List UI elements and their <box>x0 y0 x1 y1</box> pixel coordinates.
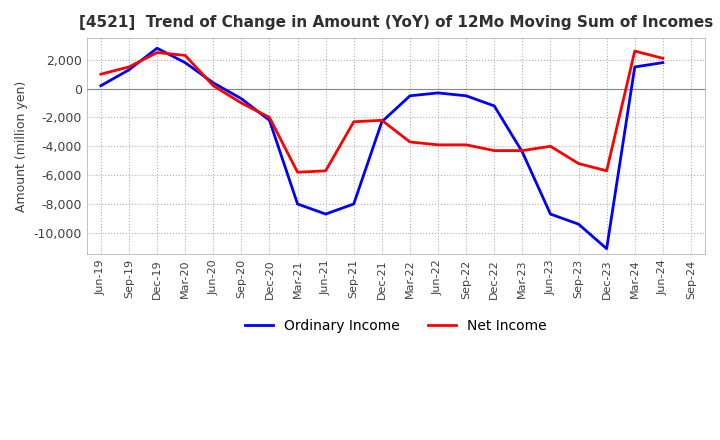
Net Income <box>603 168 611 173</box>
Net Income <box>125 64 133 70</box>
Ordinary Income <box>518 150 526 155</box>
Line: Ordinary Income: Ordinary Income <box>101 48 663 249</box>
Ordinary Income <box>265 117 274 123</box>
Net Income <box>631 48 639 54</box>
Net Income <box>462 142 470 147</box>
Net Income <box>659 56 667 61</box>
Ordinary Income <box>377 119 386 125</box>
Net Income <box>349 119 358 125</box>
Net Income <box>546 143 555 149</box>
Net Income <box>209 83 217 88</box>
Ordinary Income <box>433 90 442 95</box>
Net Income <box>237 100 246 106</box>
Ordinary Income <box>349 202 358 207</box>
Net Income <box>265 115 274 120</box>
Ordinary Income <box>603 246 611 251</box>
Net Income <box>293 169 302 175</box>
Net Income <box>321 168 330 173</box>
Ordinary Income <box>321 212 330 217</box>
Ordinary Income <box>631 64 639 70</box>
Ordinary Income <box>659 60 667 65</box>
Net Income <box>490 148 498 153</box>
Title: [4521]  Trend of Change in Amount (YoY) of 12Mo Moving Sum of Incomes: [4521] Trend of Change in Amount (YoY) o… <box>78 15 713 30</box>
Ordinary Income <box>490 103 498 109</box>
Ordinary Income <box>209 80 217 85</box>
Net Income <box>181 53 189 58</box>
Line: Net Income: Net Income <box>101 51 663 172</box>
Ordinary Income <box>405 93 414 99</box>
Net Income <box>518 148 526 153</box>
Legend: Ordinary Income, Net Income: Ordinary Income, Net Income <box>240 313 552 338</box>
Ordinary Income <box>293 202 302 207</box>
Ordinary Income <box>96 83 105 88</box>
Net Income <box>96 72 105 77</box>
Ordinary Income <box>462 93 470 99</box>
Ordinary Income <box>181 60 189 65</box>
Ordinary Income <box>125 67 133 73</box>
Y-axis label: Amount (million yen): Amount (million yen) <box>15 81 28 212</box>
Ordinary Income <box>546 212 555 217</box>
Net Income <box>153 50 161 55</box>
Net Income <box>575 161 583 166</box>
Ordinary Income <box>153 46 161 51</box>
Ordinary Income <box>575 221 583 227</box>
Net Income <box>377 117 386 123</box>
Net Income <box>433 142 442 147</box>
Ordinary Income <box>237 96 246 101</box>
Net Income <box>405 139 414 145</box>
